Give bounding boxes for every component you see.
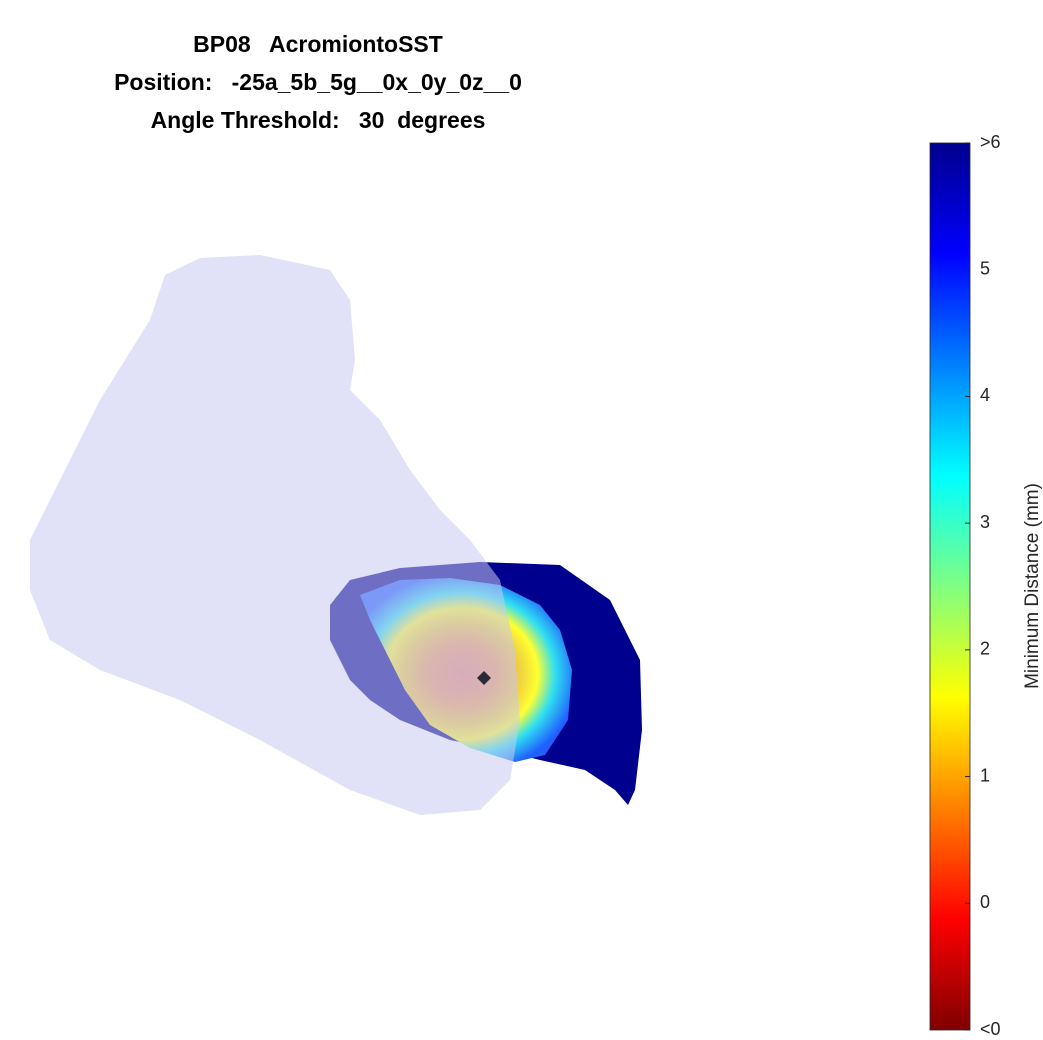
title-line: Angle Threshold: 30 degrees <box>151 107 486 133</box>
colorbar: <0 0 1 2 3 4 5 >6 <box>930 132 1001 1039</box>
title: BP08 AcromiontoSST Position: -25a_5b_5g_… <box>114 31 522 133</box>
tick-label: 1 <box>980 765 990 785</box>
tick-label: >6 <box>980 132 1001 152</box>
tick-label: 3 <box>980 512 990 532</box>
colorbar-label: Minimum Distance (mm) <box>1022 483 1043 689</box>
tick-label: 0 <box>980 892 990 912</box>
tick-label: 5 <box>980 258 990 278</box>
tick-label: 4 <box>980 385 990 405</box>
title-line: Position: -25a_5b_5g__0x_0y_0z__0 <box>114 69 522 95</box>
title-line: BP08 AcromiontoSST <box>193 31 443 57</box>
acromion-surface <box>30 255 520 815</box>
tick-label: 2 <box>980 639 990 659</box>
surface-plot <box>30 255 642 815</box>
colorbar-scale <box>930 143 970 1030</box>
figure: BP08 AcromiontoSST Position: -25a_5b_5g_… <box>0 0 1043 1040</box>
tick-label: <0 <box>980 1019 1001 1039</box>
